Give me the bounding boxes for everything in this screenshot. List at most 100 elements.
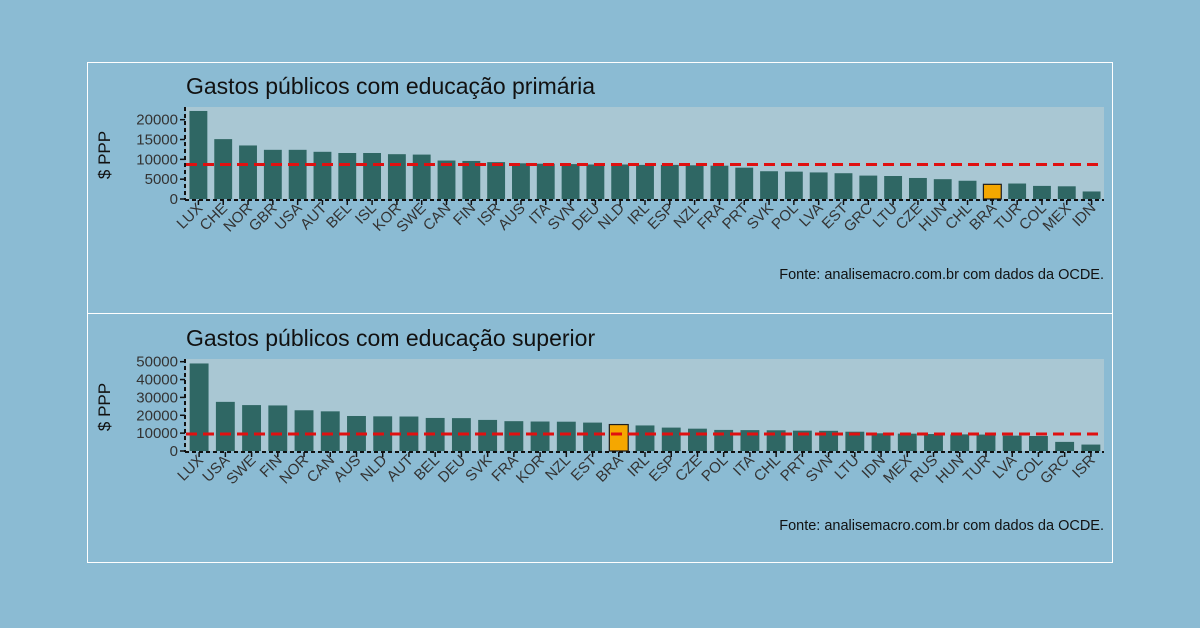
bar-svk — [478, 419, 498, 451]
y-tick-label: 30000 — [136, 389, 178, 406]
y-tick-label: 0 — [170, 191, 178, 208]
bar-col — [1028, 435, 1048, 451]
x-tick-label-rus: RUS — [907, 452, 941, 486]
x-tick-label-aut: AUT — [384, 452, 417, 485]
x-tick-label-bra: BRA — [593, 452, 627, 486]
y-tick-label: 10000 — [136, 425, 178, 442]
bar-col — [1033, 185, 1051, 199]
y-axis-label: $ PPP — [95, 383, 114, 431]
bar-esp — [660, 164, 679, 199]
y-tick-label: 50000 — [136, 354, 178, 371]
bar-grc — [859, 175, 878, 199]
y-tick-label: 20000 — [136, 407, 178, 424]
x-tick-label-nor: NOR — [276, 452, 312, 488]
y-tick-label: 5000 — [145, 171, 178, 188]
bar-isr — [487, 162, 506, 199]
bar-tur — [976, 434, 996, 451]
bar-isr — [1081, 444, 1101, 451]
x-tick-label-fra: FRA — [488, 452, 521, 485]
y-tick-label: 20000 — [136, 112, 178, 129]
y-tick-label: 10000 — [136, 151, 178, 168]
x-tick-label-aus: AUS — [330, 452, 364, 486]
bar-idn — [1082, 191, 1101, 199]
x-tick-label-svn: SVN — [803, 452, 837, 486]
x-tick-label-svk: SVK — [462, 452, 495, 485]
bar-nld — [611, 164, 630, 199]
x-tick-label-kor: KOR — [513, 452, 548, 487]
x-tick-label-deu: DEU — [435, 452, 469, 486]
bar-lux — [189, 363, 209, 451]
x-tick-label-est: EST — [568, 452, 601, 485]
bar-mex — [1057, 186, 1076, 199]
bar-bra — [608, 423, 629, 452]
y-tick-label: 15000 — [136, 132, 178, 149]
bar-lva — [1002, 435, 1022, 451]
bar-svk — [760, 171, 778, 199]
x-tick-label-nzl: NZL — [542, 452, 574, 484]
bar-usa — [215, 401, 235, 451]
chart-caption: Fonte: analisemacro.com.br com dados da … — [779, 518, 1104, 534]
bar-ltu — [845, 431, 865, 451]
bar-est — [834, 173, 853, 199]
x-tick-label-pol: POL — [698, 452, 731, 485]
bar-deu — [586, 164, 605, 199]
bar-chl — [958, 180, 977, 199]
bar-rus — [924, 434, 943, 451]
x-tick-label-esp: ESP — [646, 452, 679, 485]
x-tick-label-swe: SWE — [223, 452, 259, 488]
bar-kor — [530, 421, 550, 451]
bar-grc — [1055, 441, 1075, 451]
bar-gbr — [263, 149, 282, 199]
bar-aus — [512, 163, 530, 199]
bar-irl — [636, 164, 654, 199]
bar-bel — [425, 417, 445, 451]
bar-can — [320, 411, 340, 451]
x-tick-label-cze: CZE — [672, 452, 705, 485]
x-tick-label-hun: HUN — [933, 452, 968, 487]
x-tick-label-can: CAN — [304, 452, 338, 486]
bar-tur — [1008, 183, 1027, 199]
x-tick-label-grc: GRC — [1037, 452, 1073, 488]
figure-frame — [87, 62, 1113, 563]
y-tick-label: 40000 — [136, 372, 178, 389]
bar-cze — [908, 177, 927, 199]
x-tick-label-tur: TUR — [960, 452, 994, 486]
bar-cze — [688, 428, 707, 451]
bar-est — [583, 422, 602, 451]
x-tick-label-isr: ISR — [1069, 452, 1099, 482]
bar-svn — [561, 164, 580, 199]
bar-can — [437, 160, 456, 199]
x-tick-label-ltu: LTU — [831, 452, 862, 483]
panel-divider — [88, 313, 1112, 314]
bar-swe — [242, 405, 262, 451]
bar-fra — [710, 165, 729, 199]
x-tick-label-lux: LUX — [174, 452, 207, 485]
x-tick-label-prt: PRT — [777, 452, 810, 485]
bar-fin — [268, 405, 288, 451]
bar-nor — [239, 145, 257, 199]
bar-mex — [897, 433, 917, 451]
bar-nor — [294, 410, 314, 451]
chart-title: Gastos públicos com educação primária — [186, 73, 595, 99]
bar-idn — [871, 433, 891, 451]
bar-lux — [189, 110, 208, 199]
x-tick-label-chl: CHL — [751, 452, 784, 485]
bar-ita — [536, 163, 555, 199]
bar-irl — [635, 425, 655, 451]
bar-ltu — [884, 176, 903, 199]
bar-nzl — [685, 165, 704, 199]
x-tick-label-nld: NLD — [357, 452, 390, 485]
x-tick-label-mex: MEX — [880, 452, 915, 487]
y-tick-label: 0 — [170, 443, 178, 460]
bar-lva — [809, 172, 828, 199]
chart-title: Gastos públicos com educação superior — [186, 325, 595, 351]
bar-usa — [288, 149, 307, 199]
bar-hun — [933, 179, 952, 199]
bar-hun — [950, 434, 970, 451]
bar-svn — [819, 430, 839, 451]
bar-fin — [462, 160, 481, 199]
bar-esp — [661, 427, 681, 451]
bar-nzl — [556, 421, 576, 451]
